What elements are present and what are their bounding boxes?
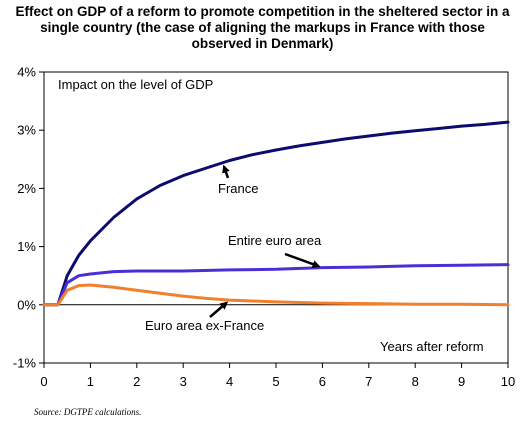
y-tick-label: 1% (17, 239, 36, 254)
series-line-euro-area-ex-france (42, 283, 510, 307)
x-tick-label: 4 (226, 374, 233, 389)
series-line-entire-euro-area (42, 263, 510, 307)
x-tick-label: 7 (365, 374, 372, 389)
y-tick-label: -1% (13, 356, 37, 371)
x-tick-label: 2 (133, 374, 140, 389)
annotation-arrow (209, 301, 229, 318)
chart-title-line: observed in Denmark) (191, 36, 334, 51)
annotation-arrow (284, 252, 321, 268)
y-axis-label: Impact on the level of GDP (58, 77, 213, 92)
x-axis-label: Years after reform (380, 339, 484, 354)
series-layer (42, 120, 510, 307)
chart-title-line: Effect on GDP of a reform to promote com… (15, 4, 510, 19)
y-tick-label: 2% (17, 181, 36, 196)
y-tick-label: 3% (17, 123, 36, 138)
annotation-label: Euro area ex-France (145, 318, 264, 333)
source-note: Source: DGTPE calculations. (34, 407, 142, 417)
y-tick-label: 0% (17, 297, 36, 312)
annotation-arrow (222, 164, 230, 179)
x-tick-label: 10 (501, 374, 515, 389)
y-tick-label: 4% (17, 65, 36, 80)
annotation-layer: France Entire euro area Euro area ex-Franc… (145, 164, 322, 333)
chart-title: Effect on GDP of a reform to promote com… (0, 4, 525, 52)
x-tick-label: 9 (458, 374, 465, 389)
chart-title-line: single country (the case of aligning the… (40, 20, 485, 35)
annotation-label: Entire euro area (228, 233, 322, 248)
x-tick-label: 0 (40, 374, 47, 389)
axis-layer: 4% 3% 2% 1% 0% -1%0 1 2 3 4 5 6 7 8 9 10 (13, 65, 515, 390)
x-tick-label: 5 (272, 374, 279, 389)
x-tick-label: 3 (180, 374, 187, 389)
x-tick-label: 6 (319, 374, 326, 389)
annotation-label: France (218, 181, 258, 196)
x-tick-label: 8 (412, 374, 419, 389)
x-tick-label: 1 (87, 374, 94, 389)
series-line-france (42, 120, 510, 307)
